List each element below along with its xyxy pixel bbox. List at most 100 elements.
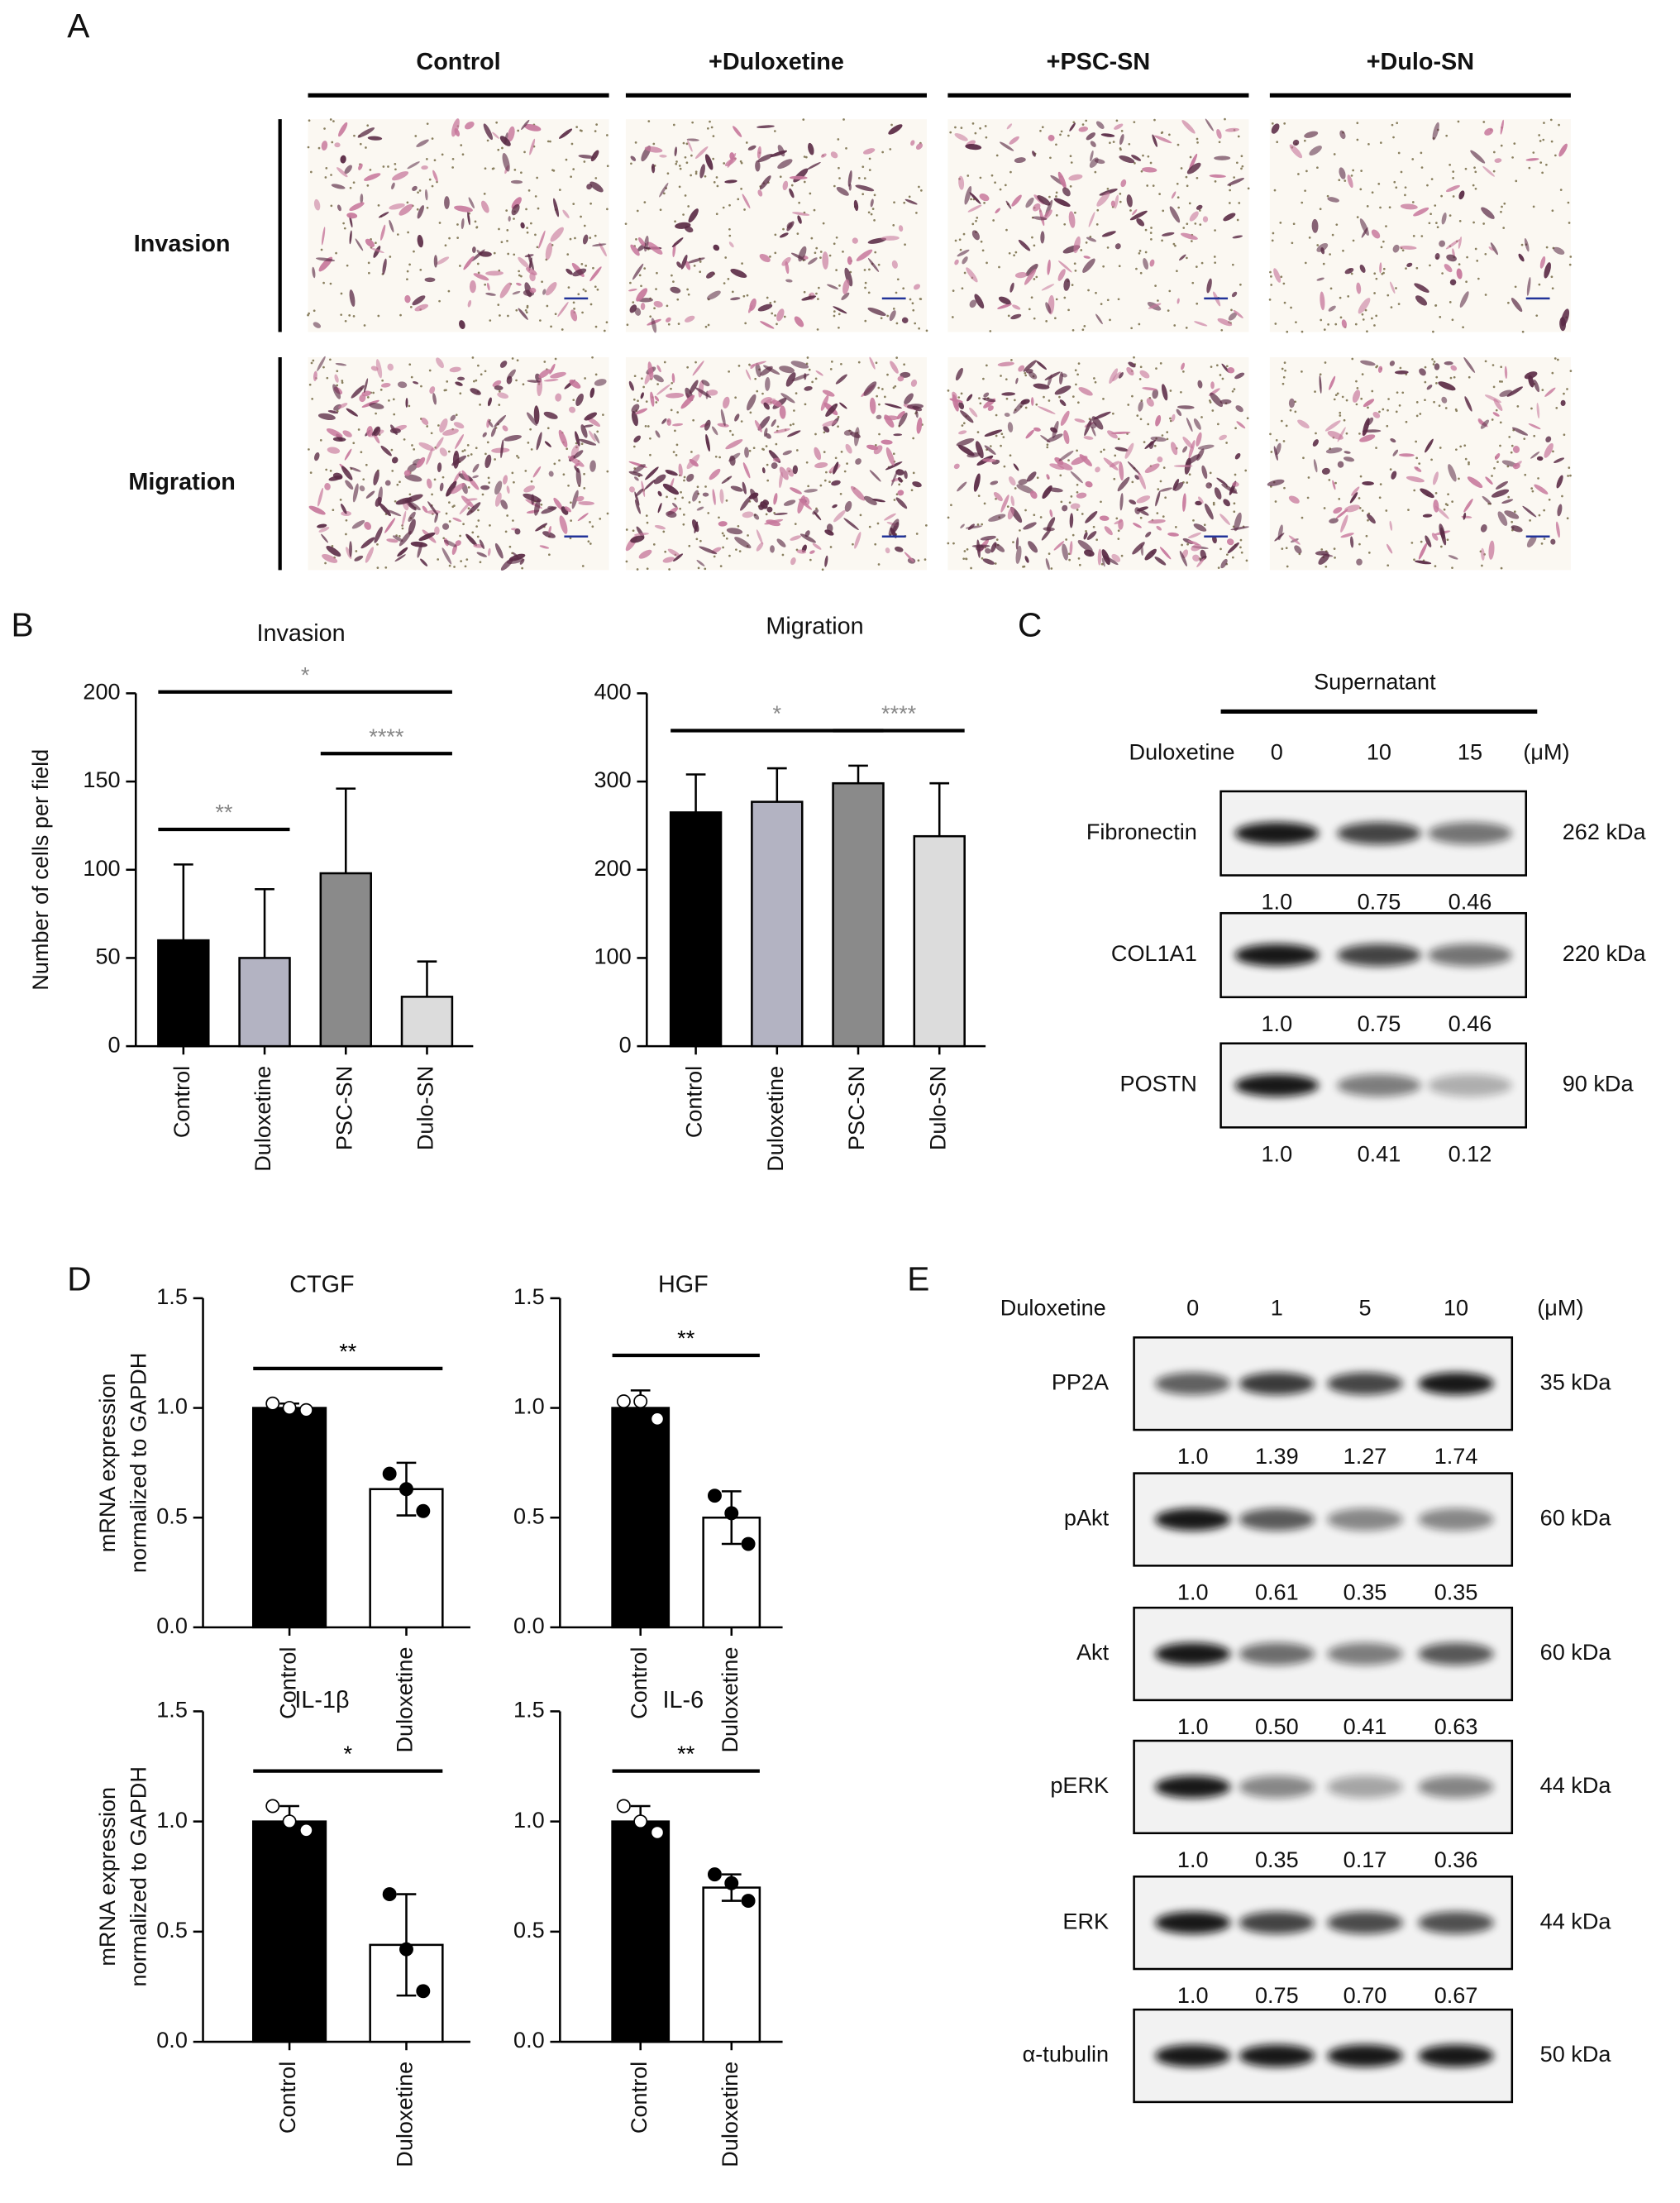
pore — [1498, 380, 1501, 383]
cell — [1119, 134, 1124, 146]
cell — [1133, 523, 1142, 528]
pore — [1333, 547, 1336, 550]
cell — [1234, 452, 1241, 460]
cell — [733, 126, 742, 137]
pore — [667, 323, 671, 326]
pore — [1157, 488, 1160, 491]
cell — [706, 271, 715, 279]
pore — [1301, 201, 1304, 204]
pore — [1174, 244, 1176, 247]
pore — [406, 278, 408, 281]
pore — [638, 274, 642, 277]
pore — [1323, 507, 1326, 509]
pore — [1144, 251, 1148, 254]
cell — [1004, 413, 1010, 418]
pore — [1005, 378, 1008, 381]
pore — [1294, 410, 1297, 413]
protein-label: PP2A — [1052, 1369, 1110, 1394]
cell — [536, 432, 542, 451]
y-tick-label: 200 — [83, 679, 120, 705]
cell — [822, 389, 835, 397]
pore — [1445, 134, 1449, 137]
pore — [915, 212, 918, 214]
cell — [1189, 211, 1199, 222]
pore — [580, 442, 584, 446]
pore — [1444, 503, 1448, 505]
pore — [674, 497, 677, 500]
cell — [537, 378, 543, 397]
pore — [1024, 371, 1027, 375]
band — [1418, 1911, 1494, 1934]
pore — [1159, 480, 1162, 483]
pore — [1024, 374, 1028, 377]
pore — [513, 480, 515, 484]
cell — [638, 549, 652, 559]
pore — [1153, 118, 1156, 122]
cell — [971, 544, 990, 548]
pore — [470, 453, 473, 456]
cell — [548, 525, 551, 534]
cell — [1038, 406, 1056, 414]
pore — [814, 251, 817, 255]
pore — [1352, 169, 1355, 172]
cell — [378, 212, 389, 218]
pore — [738, 550, 742, 553]
quantification: 0.75 — [1358, 1011, 1401, 1036]
pore — [431, 493, 433, 496]
quantification: 1.39 — [1255, 1443, 1299, 1469]
pore — [783, 315, 786, 318]
pore — [448, 501, 451, 504]
pore — [881, 151, 885, 154]
pore — [396, 483, 399, 486]
pore — [1198, 209, 1201, 212]
pore — [1139, 418, 1143, 421]
pore — [584, 289, 587, 293]
cell — [1536, 456, 1544, 461]
cell — [694, 387, 712, 399]
cell — [820, 394, 829, 411]
cell — [1359, 264, 1366, 273]
pore — [970, 566, 972, 570]
pore — [1117, 529, 1120, 533]
pore — [653, 307, 656, 310]
pore — [1023, 565, 1026, 568]
cell — [792, 212, 810, 216]
pore — [1297, 173, 1300, 175]
pore — [506, 229, 509, 232]
cell — [516, 282, 522, 286]
pore — [867, 211, 871, 214]
pore — [833, 310, 836, 313]
cell — [1449, 279, 1457, 286]
cell — [1228, 312, 1238, 321]
pore — [1563, 433, 1566, 437]
pore — [688, 501, 691, 504]
band — [1155, 1372, 1231, 1395]
pore — [1282, 440, 1286, 442]
cell — [349, 202, 365, 212]
cell — [364, 378, 369, 393]
pore — [1412, 235, 1415, 237]
cell — [1197, 380, 1203, 389]
cell — [370, 247, 384, 254]
cell — [785, 279, 793, 283]
pore — [1301, 330, 1304, 333]
cell — [1062, 504, 1068, 512]
cell — [885, 447, 895, 466]
cell — [1025, 197, 1034, 208]
pore — [1355, 403, 1358, 406]
cell — [1550, 538, 1556, 545]
cell — [1463, 512, 1467, 520]
cell — [1139, 370, 1150, 379]
band — [1155, 2044, 1231, 2067]
pore — [835, 236, 838, 239]
cell — [1099, 189, 1118, 196]
pore — [1326, 194, 1329, 198]
cell — [1554, 457, 1565, 463]
cell — [1414, 283, 1429, 293]
cell — [916, 417, 923, 434]
cell — [1400, 203, 1418, 210]
pore — [1147, 423, 1150, 426]
pore — [596, 430, 599, 433]
cell — [1481, 547, 1485, 561]
cell — [465, 498, 478, 501]
